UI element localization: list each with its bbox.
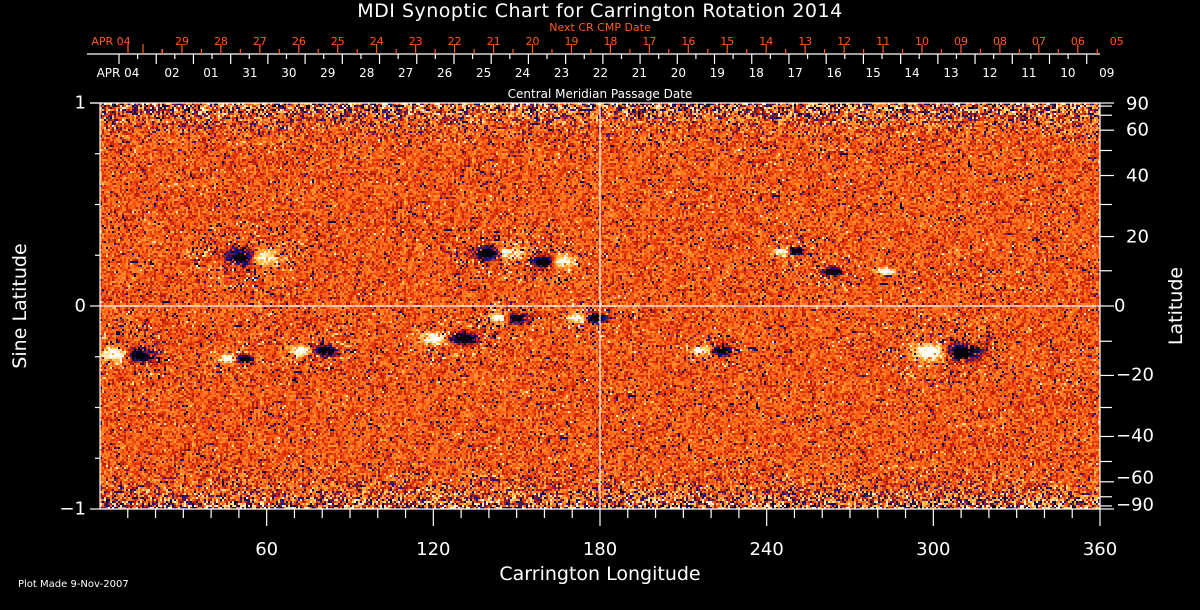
cmp-date-label: 11 [1021,66,1037,80]
central-meridian-passage-label: Central Meridian Passage Date [507,87,693,101]
cmp-date-label: 29 [320,66,336,80]
cmp-date-label: 22 [592,66,609,80]
y-right-tick-label: −90 [1116,494,1154,516]
next-cr-date-label: 20 [525,35,540,48]
cmp-date-label: 20 [670,66,686,80]
next-cr-date-label: 15 [720,35,735,48]
y-right-tick-label: 90 [1126,93,1149,115]
next-cr-cmp-date-label: Next CR CMP Date [549,21,651,34]
next-cr-date-label: 16 [681,35,696,48]
plot-made-footer: Plot Made 9-Nov-2007 [18,579,129,590]
cmp-date-label: 26 [437,66,453,80]
next-cr-date-label: 13 [798,35,813,48]
cmp-date-label: 21 [631,66,648,80]
cmp-date-label: APR 04 [96,66,140,80]
y-left-tick-label: 1 [74,92,86,114]
cmp-date-label: 16 [826,66,842,80]
x-tick-label: 300 [916,539,951,560]
next-cr-date-label: 26 [291,35,306,48]
cmp-date-label: 17 [787,66,803,80]
next-cr-date-label: 10 [915,35,930,48]
cmp-date-label: 18 [748,66,764,80]
next-cr-date-label: 25 [330,35,345,48]
next-cr-date-label: 11 [876,35,891,48]
cmp-date-label: 12 [982,66,998,80]
cmp-date-label: 24 [514,66,531,80]
next-cr-date-label: 23 [408,35,423,48]
next-cr-date-label: 05 [1109,35,1124,48]
cmp-date-label: 15 [865,66,881,80]
y-right-tick-label: 40 [1126,165,1149,186]
cmp-date-label: 19 [709,66,725,80]
next-cr-date-label: 09 [954,35,968,48]
chart-title: MDI Synoptic Chart for Carrington Rotati… [357,0,843,22]
cmp-date-label: 25 [475,66,492,80]
y-right-tick-label: 60 [1126,119,1149,141]
y-right-tick-label: −60 [1116,467,1154,489]
y-right-tick-label: −20 [1116,364,1154,386]
x-tick-label: 240 [749,539,784,560]
next-cr-date-label: 19 [564,35,579,48]
next-cr-date-label: 21 [486,35,501,48]
x-tick-label: 120 [416,539,451,560]
next-cr-date-label: 24 [369,35,384,48]
next-cr-date-label: 17 [642,35,657,48]
y-left-tick-label: 0 [74,295,86,317]
x-tick-label: 60 [255,539,279,560]
cmp-date-label: 28 [359,66,375,80]
y-axis-label-right: Latitude [1165,266,1187,346]
cmp-date-label: 09 [1099,66,1115,80]
cmp-date-label: 23 [553,66,570,80]
x-tick-label: 360 [1082,539,1118,560]
cmp-date-label: 02 [164,66,180,80]
y-left-tick-label: −1 [59,498,86,520]
cmp-date-label: 27 [398,66,414,80]
next-cr-date-label: 28 [213,35,228,48]
y-right-tick-label: −40 [1116,425,1154,447]
next-cr-date-label: 06 [1070,35,1085,48]
cmp-date-label: 31 [242,66,258,80]
next-cr-date-label: APR 04 [91,35,131,48]
next-cr-date-label: 12 [837,35,852,48]
x-tick-label: 180 [582,539,618,560]
next-cr-date-label: 18 [603,35,618,48]
cmp-date-label: 30 [281,66,297,80]
next-cr-date-label: 29 [175,35,189,48]
cmp-date-label: 14 [904,66,920,80]
next-cr-date-label: 14 [759,35,774,48]
next-cr-date-label: 07 [1031,35,1046,48]
cmp-date-label: 13 [943,66,959,80]
next-cr-date-label: 08 [992,35,1007,48]
y-axis-label-left: Sine Latitude [9,243,31,369]
next-cr-date-label: 27 [252,35,267,48]
cmp-date-label: 01 [203,66,219,80]
y-right-tick-label: 20 [1126,226,1149,248]
x-axis-label: Carrington Longitude [499,563,701,585]
next-cr-date-label: 22 [447,35,462,48]
y-right-tick-label: 0 [1114,295,1126,317]
cmp-date-label: 10 [1060,66,1076,80]
